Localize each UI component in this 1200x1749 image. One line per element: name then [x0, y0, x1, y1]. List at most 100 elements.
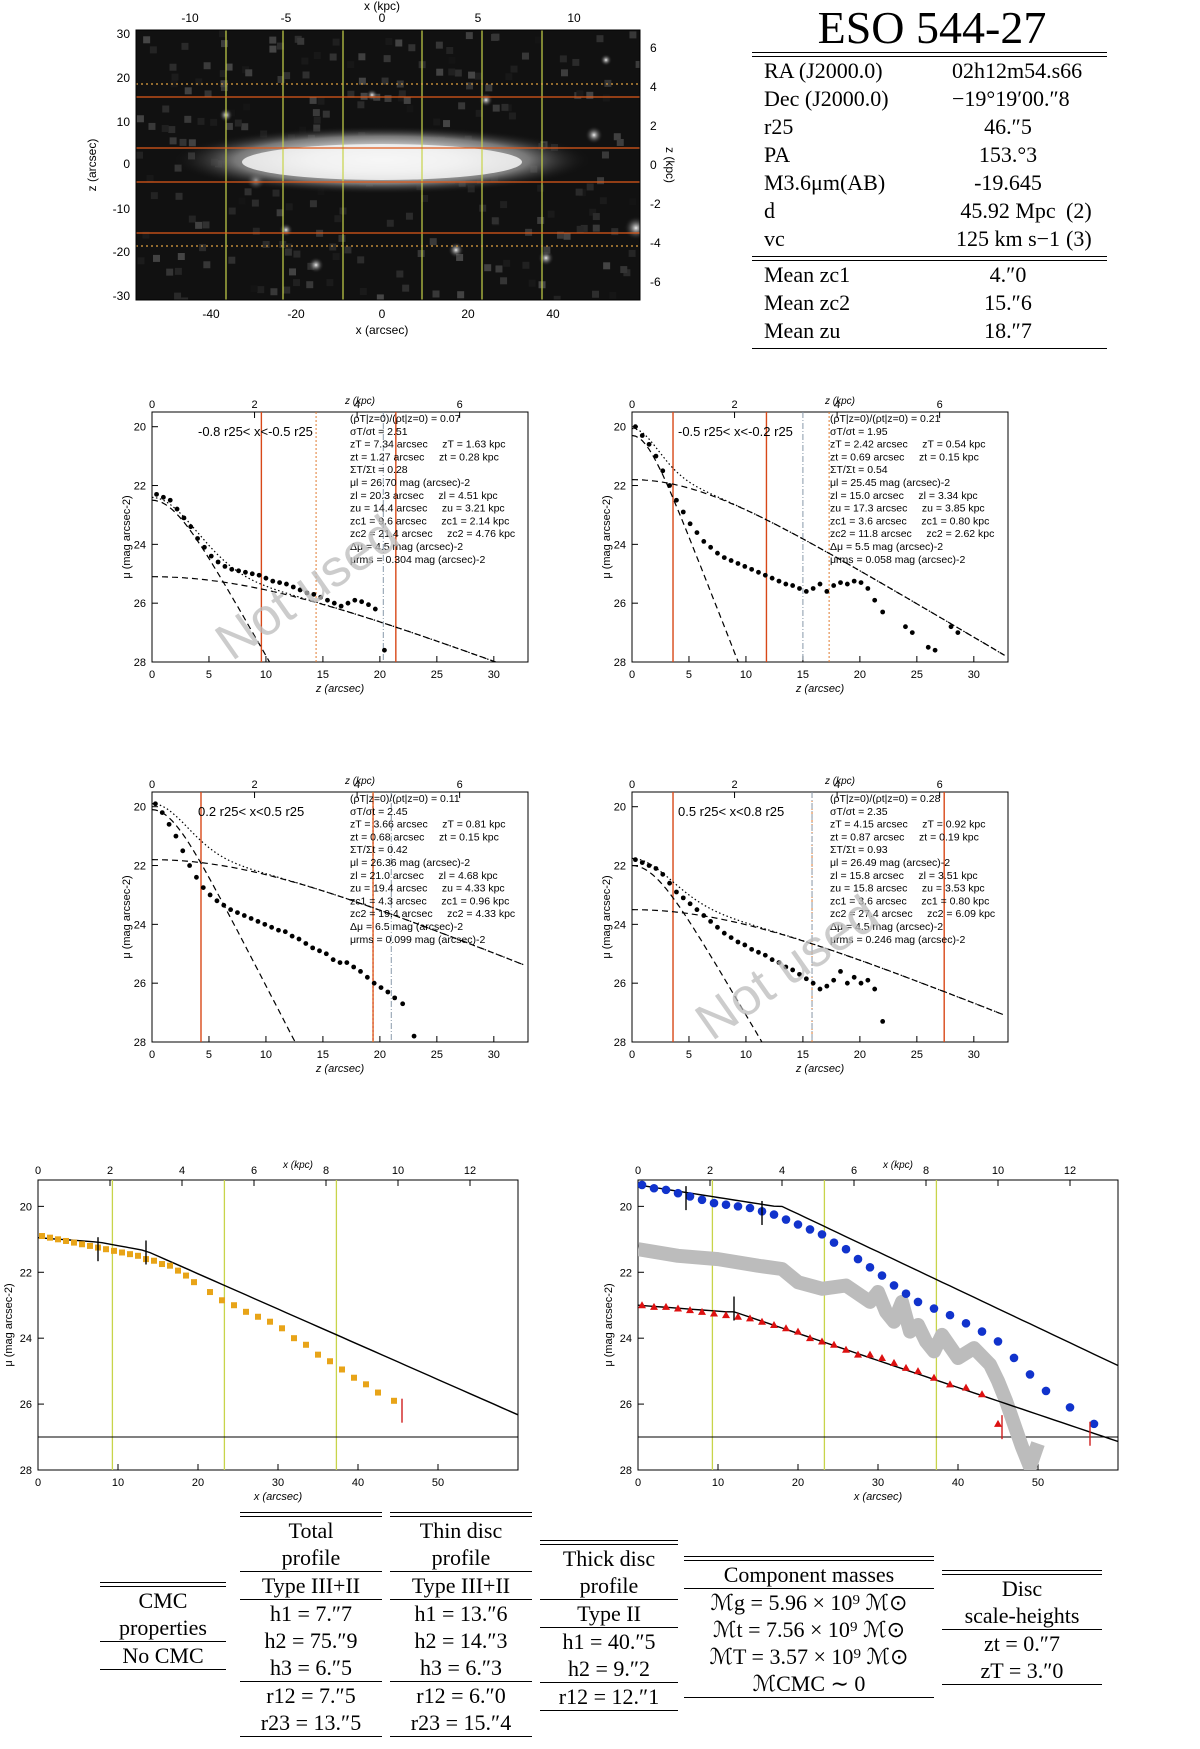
property-value: 18.″7 [984, 318, 1032, 343]
star-blob [538, 250, 554, 266]
mass-gas: ℳg = 5.96 × 10⁹ ℳ⊙ [710, 1590, 908, 1615]
data-point [667, 880, 672, 886]
x-tick-label: 25 [431, 1049, 443, 1061]
data-point [267, 1318, 273, 1325]
data-point [200, 885, 206, 890]
x-tick-label: 15 [797, 669, 809, 681]
property-ref: (2) [1066, 198, 1092, 223]
noise-pixel [432, 290, 440, 298]
y-tick-label: 20 [620, 1201, 632, 1213]
x-tick-label: -40 [202, 307, 220, 321]
data-point [701, 913, 707, 918]
noise-pixel [289, 268, 297, 276]
noise-pixel [241, 123, 249, 131]
noise-pixel [166, 268, 174, 276]
x-tick-label: 0 [35, 1477, 41, 1489]
y-axis-label: μ (mag arcsec-2) [601, 875, 613, 958]
y-tick-label: 24 [614, 539, 626, 551]
noise-pixel [376, 294, 384, 300]
noise-pixel [597, 177, 605, 185]
data-point [160, 494, 166, 500]
fit-statistic: zc2 = 27.4 arcsec zc2 = 6.09 kpc [830, 908, 995, 920]
x-tick-label: 0 [149, 669, 155, 681]
watermark-text: Not used [205, 505, 409, 672]
gas-profile-band [638, 1242, 1045, 1470]
top-tick-label: 4 [354, 399, 360, 411]
data-point [279, 1325, 285, 1332]
thick-h1: h1 = 40.″5 [562, 1629, 656, 1654]
property-label: PA [764, 142, 791, 167]
top-tick-label: 2 [107, 1165, 113, 1177]
data-point [653, 866, 659, 871]
mass-thin: ℳt = 7.56 × 10⁹ ℳ⊙ [712, 1617, 906, 1642]
data-point [327, 1358, 333, 1365]
data-point [715, 550, 720, 556]
data-point [191, 1279, 197, 1286]
top-tick-label: 10 [992, 1165, 1004, 1177]
noise-pixel [162, 105, 170, 113]
fit-statistic: Δμ = 4.5 mag (arcsec)-2 [830, 921, 943, 933]
data-point [880, 609, 886, 615]
data-point [831, 583, 837, 588]
thick-disc-point [854, 1350, 862, 1358]
noise-pixel [385, 37, 393, 45]
noise-pixel [204, 90, 212, 98]
star-blob [624, 216, 640, 240]
data-point [291, 1335, 297, 1342]
noise-pixel [448, 68, 456, 76]
data-point [214, 898, 220, 904]
property-value: −19°19′00.″8 [952, 86, 1070, 111]
data-point [762, 572, 768, 578]
x-tick-label: 0 [629, 669, 635, 681]
cmc-row: No CMC [122, 1643, 204, 1668]
data-point [338, 603, 344, 609]
noise-pixel [613, 133, 621, 141]
noise-pixel [556, 231, 564, 239]
data-point [174, 506, 180, 512]
x-tick-label: 10 [712, 1477, 724, 1489]
data-point [824, 589, 830, 594]
data-point [47, 1234, 53, 1241]
data-point [330, 957, 336, 963]
data-point [844, 980, 850, 986]
noise-pixel [465, 32, 473, 40]
right-tick-label: 6 [650, 41, 657, 55]
x-tick-label: 10 [260, 669, 272, 681]
y-tick-label: 20 [614, 422, 626, 434]
thick-disc-point [758, 1317, 766, 1325]
noise-pixel [179, 138, 187, 146]
noise-pixel [543, 246, 551, 254]
data-point [311, 591, 317, 597]
data-point [351, 1374, 357, 1381]
data-point [219, 1297, 225, 1304]
x-tick-label: 10 [740, 669, 752, 681]
top-tick-label: -5 [281, 11, 292, 25]
y-tick-label: 0 [123, 157, 130, 171]
property-row: Mean zc1 4.″0 [752, 262, 1112, 290]
data-point [303, 1341, 309, 1348]
data-point [810, 586, 816, 591]
thin-disc-point [977, 1327, 987, 1336]
noise-pixel [616, 138, 624, 146]
y-tick-label: -10 [113, 202, 131, 216]
noise-pixel [592, 224, 600, 232]
noise-pixel [257, 286, 265, 294]
data-point [207, 1289, 213, 1296]
data-point [783, 964, 789, 970]
thick-disc-point [978, 1390, 986, 1398]
noise-pixel [596, 35, 604, 43]
thick-disc-point [770, 1321, 778, 1328]
fit-statistic: ΣT/Σt = 0.54 [830, 464, 888, 476]
y-tick-label: 30 [117, 27, 131, 41]
thin-disc-point [1041, 1386, 1051, 1396]
noise-pixel [136, 151, 144, 159]
x-tick-label: 0 [635, 1477, 641, 1489]
noise-pixel [501, 103, 509, 111]
fit-statistic: zu = 15.8 arcsec zu = 3.53 kpc [830, 883, 985, 895]
thick-disc-point [794, 1327, 802, 1335]
x-tick-label: 30 [968, 1049, 980, 1061]
y-tick-label: 28 [614, 1037, 626, 1049]
noise-pixel [293, 279, 301, 287]
data-point [364, 974, 370, 980]
